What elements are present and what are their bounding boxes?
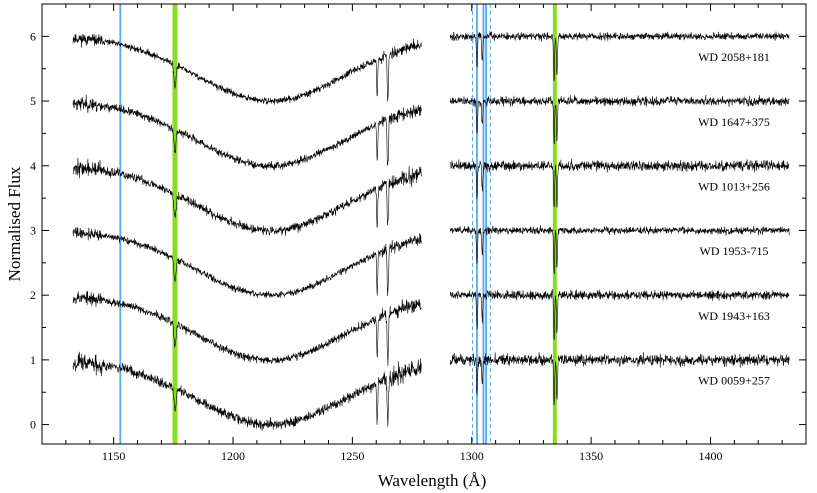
y-tick-label-5: 5 — [30, 94, 36, 108]
x-tick-label-1250: 1250 — [340, 449, 364, 463]
spectrum-4-segment-0 — [72, 291, 422, 366]
x-tick-label-1150: 1150 — [102, 449, 126, 463]
y-tick-label-1: 1 — [30, 353, 36, 367]
plot-border — [41, 3, 807, 445]
spectrum-3-segment-1 — [450, 225, 790, 275]
series-label-2: WD 1013+256 — [698, 179, 770, 193]
marker-band-7 — [552, 4, 557, 444]
spectrum-3-segment-0 — [72, 227, 422, 299]
marker-lines — [119, 4, 557, 444]
spectrum-2-segment-0 — [72, 157, 422, 236]
plot-frame — [41, 3, 807, 445]
spectrum-0-segment-1 — [450, 31, 790, 82]
marker-band-1 — [172, 4, 178, 444]
spectrum-1-segment-0 — [72, 94, 422, 171]
y-tick-label-0: 0 — [30, 418, 36, 432]
spectrum-2-segment-1 — [450, 158, 790, 208]
x-tick-label-1350: 1350 — [579, 449, 603, 463]
spectrum-0-segment-0 — [72, 33, 422, 105]
x-tick-label-1300: 1300 — [460, 449, 484, 463]
y-axis-title: Normalised Flux — [5, 166, 24, 281]
y-tick-label-2: 2 — [30, 288, 36, 302]
y-tick-label-3: 3 — [30, 223, 36, 237]
series-label-3: WD 1953-715 — [700, 244, 769, 258]
spectra-series — [72, 31, 790, 431]
x-tick-label-1400: 1400 — [699, 449, 723, 463]
axis-ticks: 1150 1200 1250 1300 1350 1400 0 1 2 3 4 5 6 — [30, 4, 807, 463]
series-label-4: WD 1943+163 — [698, 309, 770, 323]
y-tick-label-4: 4 — [30, 159, 36, 173]
series-label-0: WD 2058+181 — [698, 50, 770, 64]
x-axis-title: Wavelength (Å) — [378, 471, 487, 490]
spectrum-5-segment-1 — [450, 352, 790, 406]
series-label-1: WD 1647+375 — [698, 115, 770, 129]
y-tick-label-6: 6 — [30, 29, 36, 43]
spectrum-5-segment-0 — [72, 351, 422, 431]
x-tick-label-1200: 1200 — [221, 449, 245, 463]
series-labels: WD 2058+181 WD 1647+375 WD 1013+256 WD 1953… — [698, 50, 770, 388]
series-label-5: WD 0059+257 — [698, 374, 770, 388]
spectrum-1-segment-1 — [450, 94, 790, 145]
spectrum-4-segment-1 — [450, 289, 790, 341]
